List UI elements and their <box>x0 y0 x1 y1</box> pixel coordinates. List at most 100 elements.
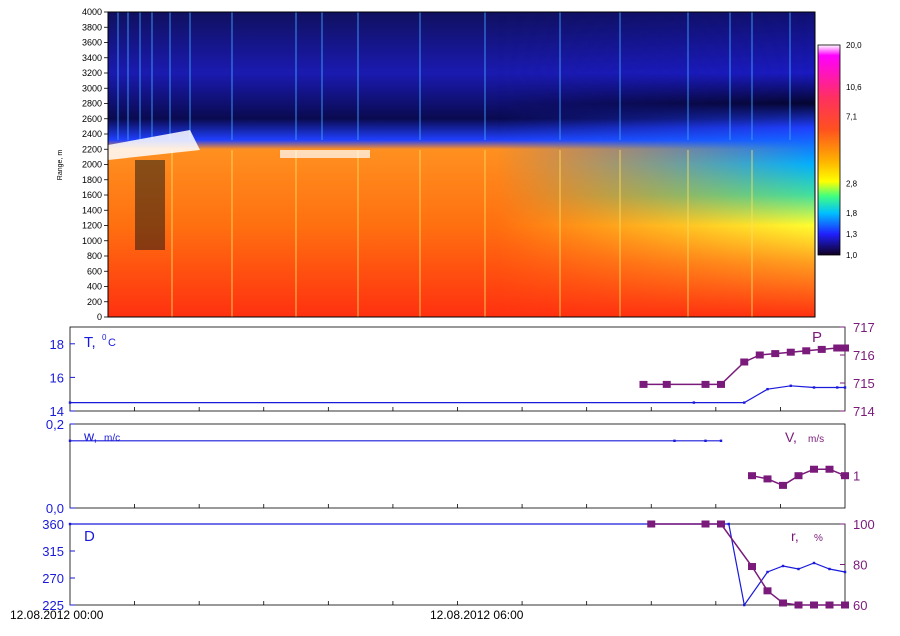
left-tick-label: 360 <box>42 517 64 532</box>
series-marker <box>786 348 795 356</box>
series-point <box>836 386 839 389</box>
right-tick-label: 80 <box>853 558 867 573</box>
series-marker <box>740 358 749 366</box>
series-marker <box>802 347 811 355</box>
series-marker <box>810 601 818 609</box>
series-point <box>766 387 769 391</box>
series-point <box>812 386 816 389</box>
right-tick-label: 1 <box>853 469 860 484</box>
series-marker <box>755 351 764 359</box>
heatmap-y-axis: 0 200 400 600 800 1000 1200 1400 1600 1800 2000 220… <box>82 7 108 322</box>
heatmap-streaks <box>108 12 791 317</box>
panel-w-left-unit: m/c <box>104 433 120 444</box>
left-tick-label: 270 <box>42 571 64 586</box>
series-point <box>68 401 72 404</box>
heatmap-ytick-label: 2400 <box>82 129 102 139</box>
series-marker <box>717 380 725 388</box>
left-tick-label: 18 <box>50 337 64 352</box>
left-tick-label: 315 <box>42 544 64 559</box>
panel-w-right-label: V, <box>785 429 797 445</box>
series-marker <box>841 344 849 352</box>
heatmap-ytick-label: 3800 <box>82 22 102 32</box>
series-marker <box>763 475 772 483</box>
heatmap-ytick-label: 1800 <box>82 175 102 185</box>
series-marker <box>748 472 756 480</box>
right-tick-label: 717 <box>853 320 875 335</box>
right-tick-label: 716 <box>853 348 875 363</box>
left-tick-label: 0,2 <box>46 417 64 432</box>
heatmap-panel: 0 200 400 600 800 1000 1200 1400 1600 1800 2000 220… <box>57 7 816 322</box>
panel-temperature-pressure: 14 16 18 714 715 716 717 T, 0 C P <box>50 320 875 419</box>
panel-t-frame <box>69 326 846 412</box>
panel-direction-humidity: 225 270 315 360 60 80 100 D r, % <box>42 517 874 613</box>
series-marker <box>779 481 787 489</box>
heatmap-right-field <box>108 12 815 317</box>
series-point <box>68 439 72 442</box>
heatmap-ytick-label: 2200 <box>82 144 102 154</box>
series-marker <box>841 601 849 609</box>
panel-d-right-label: r, <box>791 528 799 544</box>
series-point <box>727 522 730 526</box>
series-marker <box>701 380 710 388</box>
heatmap-ytick-label: 0 <box>97 312 102 322</box>
heatmap-ytick-label: 200 <box>87 297 102 307</box>
panel-w-right-unit: m/s <box>808 434 824 445</box>
heatmap-ytick-label: 2800 <box>82 99 102 109</box>
panel-d-right-unit: % <box>814 533 823 544</box>
series-line <box>70 385 845 404</box>
heatmap-ytick-label: 2000 <box>82 160 102 170</box>
heatmap-ytick-label: 3000 <box>82 83 102 93</box>
series-point <box>766 570 769 574</box>
left-tick-label: 16 <box>50 370 64 385</box>
series-point <box>843 386 847 389</box>
series-line <box>651 523 845 606</box>
panel-t-left-unit: C <box>108 337 116 349</box>
colorbar-labels: 20,0 10,6 7,1 2,8 1,8 1,3 1,0 <box>846 41 862 260</box>
series-point <box>68 522 72 526</box>
series-marker <box>825 465 834 473</box>
left-tick-label: 0,0 <box>46 501 64 516</box>
series-point <box>812 561 816 565</box>
heatmap-cloud-mid <box>280 150 370 158</box>
colorbar-label: 1,0 <box>846 251 858 260</box>
series-point <box>781 564 785 568</box>
time-label-start: 12.08.2012 00:00 <box>10 608 104 622</box>
series-point <box>743 603 746 607</box>
panel-d-frame <box>69 523 846 606</box>
heatmap-ytick-label: 600 <box>87 266 102 276</box>
series-point <box>797 567 800 571</box>
series-point <box>692 401 696 404</box>
heatmap-ytick-label: 3400 <box>82 53 102 63</box>
series-marker <box>748 563 756 571</box>
colorbar-label: 20,0 <box>846 41 862 50</box>
series-marker <box>817 345 826 353</box>
series-point <box>743 401 746 404</box>
panel-w-left-label: w, <box>83 428 97 444</box>
series-marker <box>825 601 834 609</box>
series-marker <box>841 472 849 480</box>
heatmap-ytick-label: 2600 <box>82 114 102 124</box>
left-tick-label: 225 <box>42 598 64 613</box>
time-label-mid: 12.08.2012 06:00 <box>430 608 524 622</box>
colorbar: 20,0 10,6 7,1 2,8 1,8 1,3 1,0 <box>817 41 862 260</box>
right-tick-label: 60 <box>853 598 867 613</box>
heatmap-ylabel: Range, m <box>57 150 64 181</box>
series-marker <box>639 380 648 388</box>
colorbar-label: 1,3 <box>846 230 858 239</box>
colorbar-label: 1,8 <box>846 209 858 218</box>
series-marker <box>779 599 787 607</box>
series-point <box>843 570 847 574</box>
heatmap-ytick-label: 400 <box>87 282 102 292</box>
heatmap-ytick-label: 3200 <box>82 68 102 78</box>
series-marker <box>771 350 780 358</box>
heatmap-ytick-label: 4000 <box>82 7 102 17</box>
series-marker <box>810 465 818 473</box>
series-point <box>704 439 707 442</box>
right-tick-label: 100 <box>853 517 875 532</box>
panel-d-left-label: D <box>84 528 95 545</box>
colorbar-gradient <box>817 44 841 256</box>
heatmap-ytick-label: 1400 <box>82 205 102 215</box>
series-marker <box>794 601 803 609</box>
